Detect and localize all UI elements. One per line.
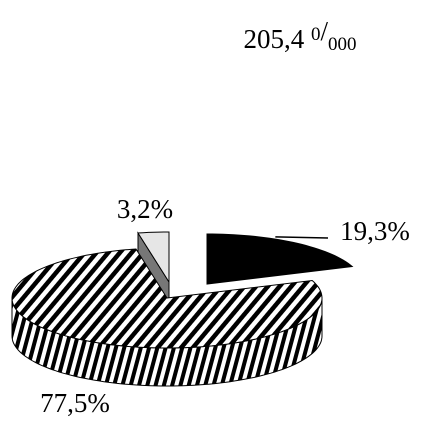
title-number: 205,4 — [243, 24, 311, 54]
pie-slice — [11, 248, 323, 349]
chart-title: 205,4 0/000 — [243, 16, 356, 55]
pie-slice — [206, 233, 354, 285]
pie-slice — [137, 231, 170, 284]
title-sub: 000 — [328, 34, 357, 55]
data-label: 19,3% — [340, 216, 410, 246]
data-label: 3,2% — [117, 194, 173, 224]
data-label: 77,5% — [40, 388, 110, 418]
title-sup: 0 — [311, 24, 321, 45]
title-slash: / — [320, 16, 328, 46]
leader-line — [275, 236, 329, 239]
